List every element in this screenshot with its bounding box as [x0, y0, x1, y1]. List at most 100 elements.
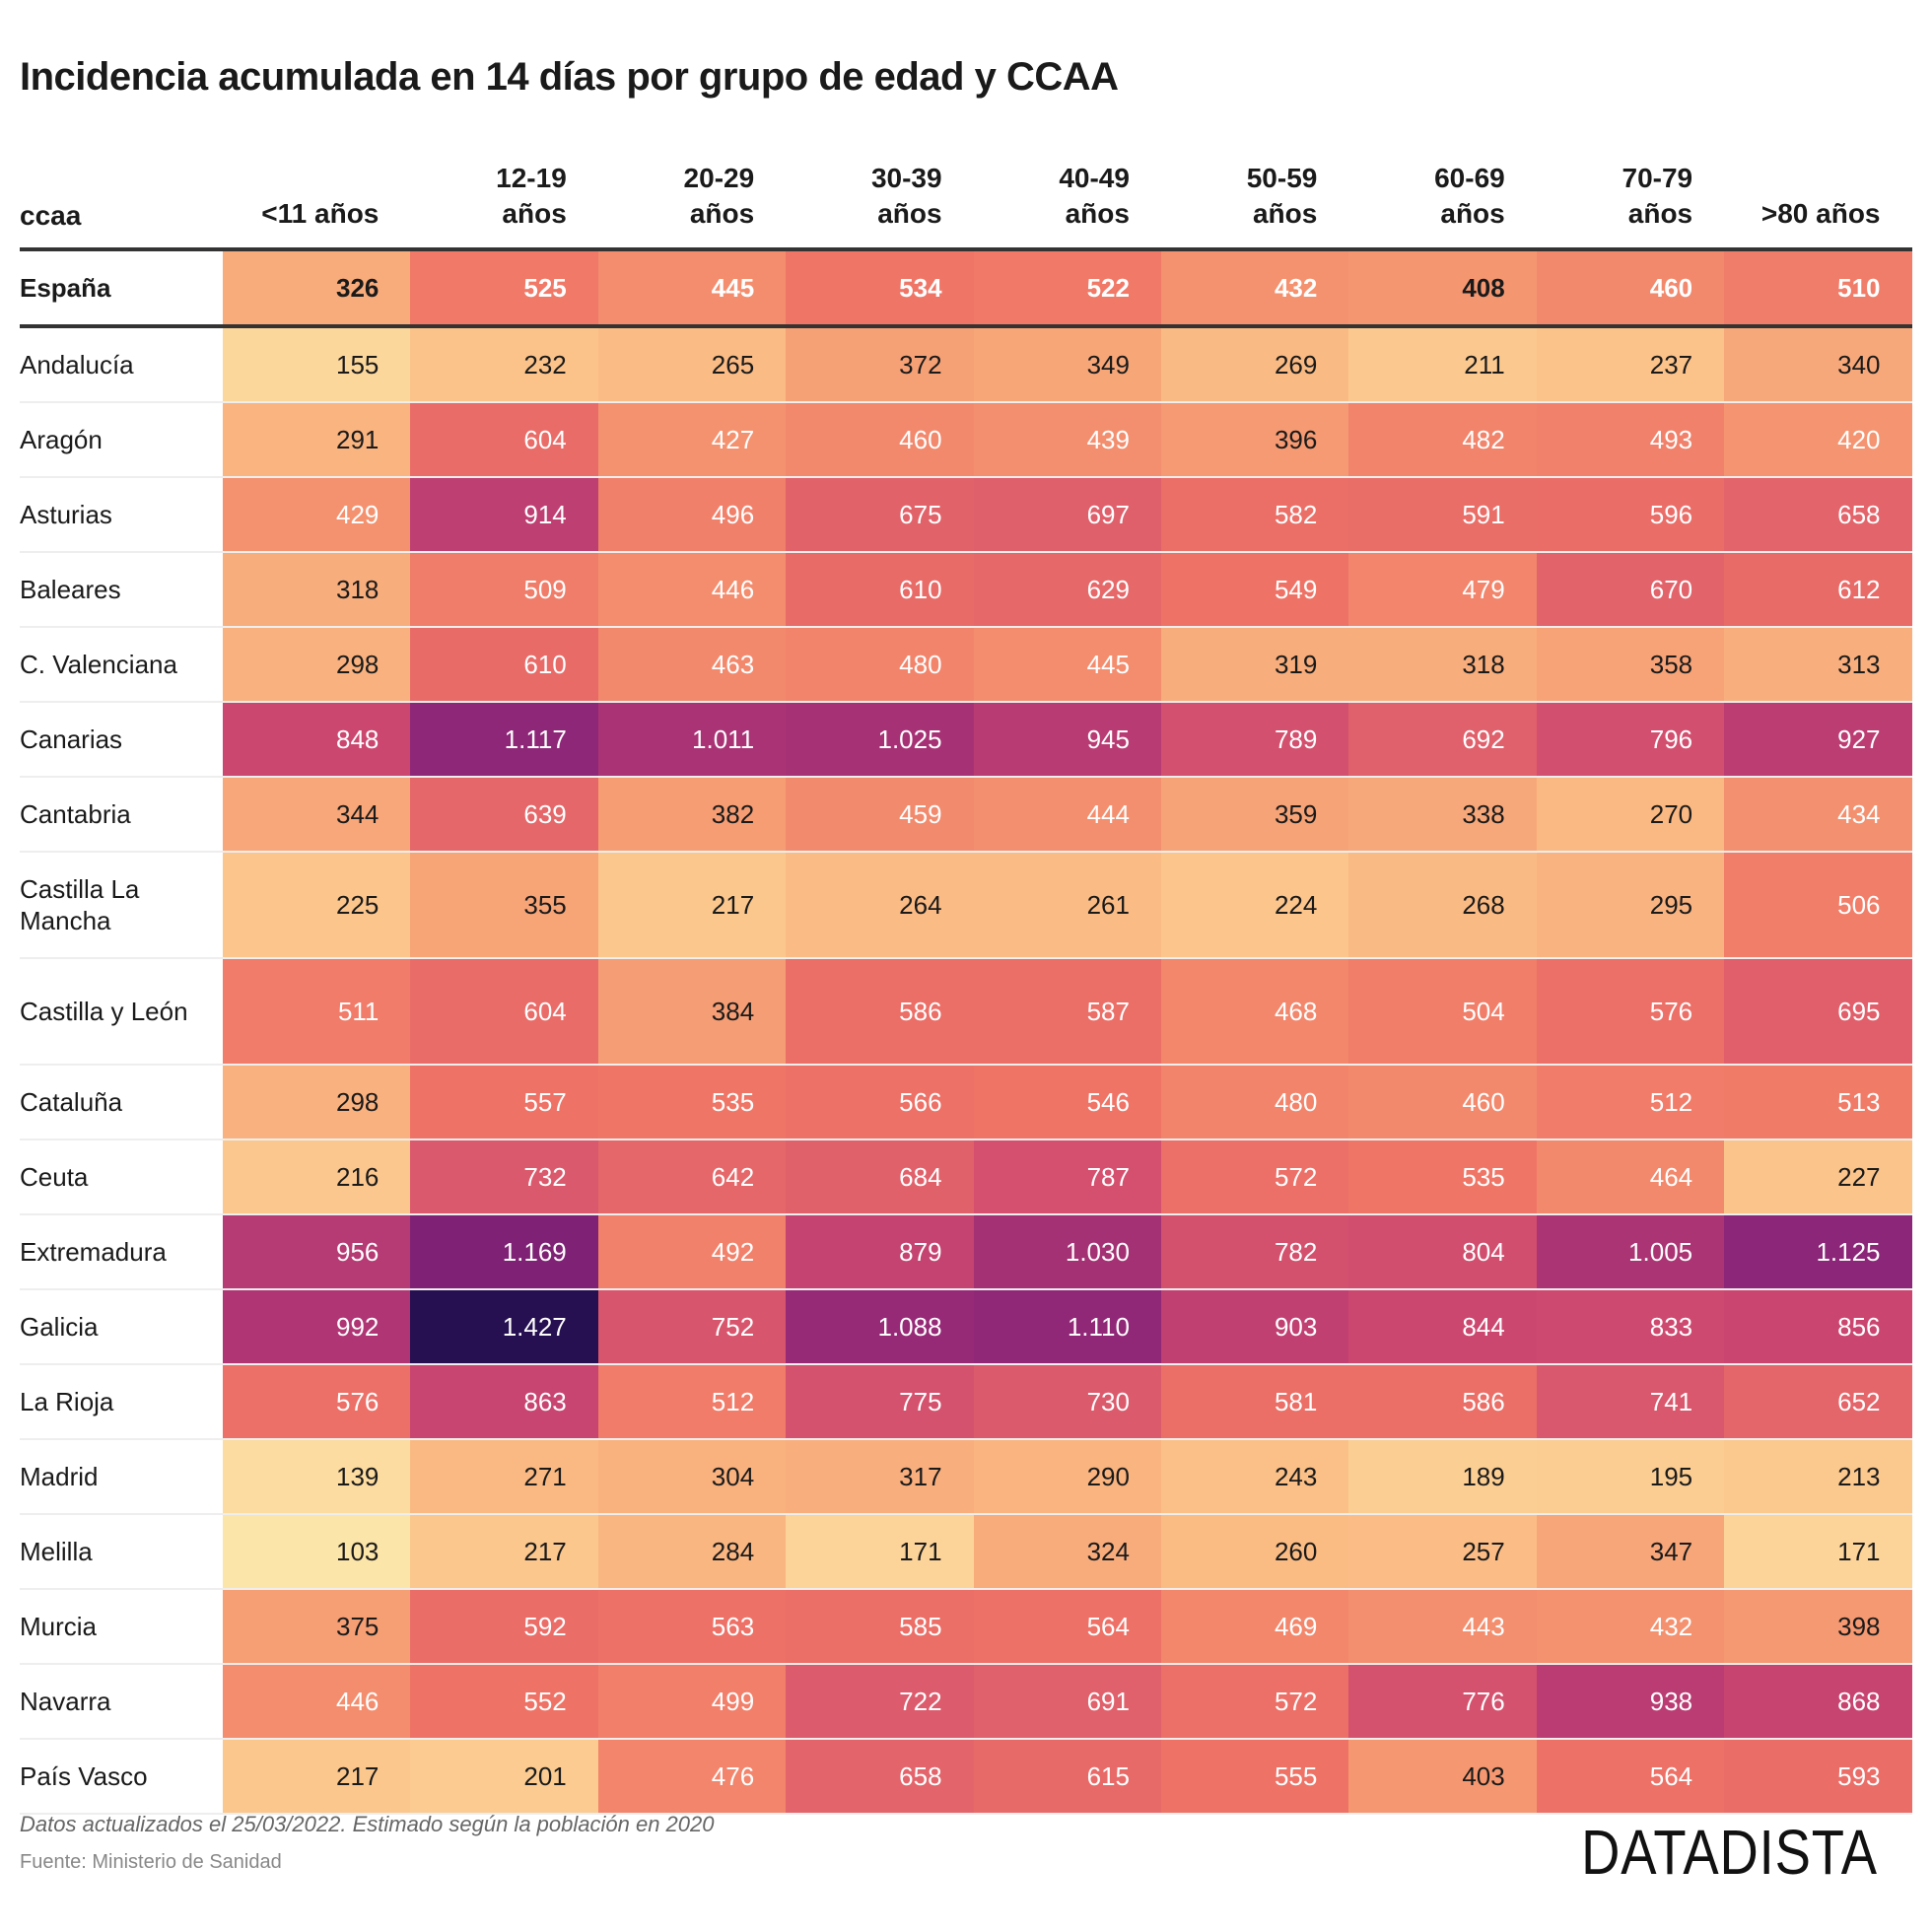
heatmap-cell: 225	[223, 853, 411, 957]
heatmap-cell: 217	[597, 853, 787, 957]
heatmap-cell: 868	[1724, 1665, 1912, 1738]
heatmap-cell: 642	[597, 1140, 787, 1213]
heatmap-cell: 318	[1348, 628, 1537, 701]
heatmap-cell: 499	[597, 1665, 787, 1738]
heatmap-cell: 593	[1724, 1740, 1912, 1813]
column-header-line: 12-19	[496, 163, 567, 193]
heatmap-cell: 927	[1724, 703, 1912, 776]
table-row: Castilla y León 511 604 384 586 587 468 504 576 6…	[20, 959, 1912, 1066]
column-header: 30-39 años	[786, 161, 973, 247]
row-header-label: ccaa	[20, 200, 82, 231]
column-header-line: años	[1065, 198, 1130, 229]
heatmap-cell: 776	[1348, 1665, 1537, 1738]
heatmap-cell: 432	[1160, 251, 1349, 324]
heatmap-cell: 658	[1724, 478, 1912, 551]
heatmap-cell: 459	[786, 778, 974, 851]
heatmap-cell: 372	[786, 328, 974, 401]
heatmap-cell: 914	[410, 478, 598, 551]
row-label: Madrid	[20, 1462, 99, 1491]
heatmap-cell: 349	[973, 328, 1161, 401]
heatmap-cell: 557	[410, 1066, 598, 1138]
heatmap-cell: 264	[786, 853, 974, 957]
heatmap-cell: 382	[597, 778, 787, 851]
heatmap-cell: 992	[223, 1290, 411, 1363]
column-header-line: años	[1627, 198, 1693, 229]
heatmap-cell: 722	[786, 1665, 974, 1738]
heatmap-cell: 652	[1724, 1365, 1912, 1438]
heatmap-cell: 684	[786, 1140, 974, 1213]
heatmap-cell: 445	[973, 628, 1161, 701]
heatmap-cell: 586	[1348, 1365, 1537, 1438]
chart-title: Incidencia acumulada en 14 días por grup…	[20, 55, 1119, 99]
heatmap-cell: 572	[1160, 1665, 1349, 1738]
heatmap-cell: 493	[1536, 403, 1725, 476]
table-row: Baleares 318 509 446 610 629 549 479 670 612	[20, 553, 1912, 628]
table-row: Galicia 992 1.427 752 1.088 1.110 903 844 833 856	[20, 1290, 1912, 1365]
column-header: 12-19 años	[410, 161, 597, 247]
heatmap-cell: 232	[410, 328, 598, 401]
heatmap-cell: 408	[1348, 251, 1537, 324]
heatmap-cell: 460	[786, 403, 974, 476]
heatmap-cell: 604	[410, 403, 598, 476]
row-label: Canarias	[20, 724, 123, 754]
heatmap-cell: 290	[973, 1440, 1161, 1513]
heatmap-cell: 213	[1724, 1440, 1912, 1513]
heatmap-cell: 576	[223, 1365, 411, 1438]
heatmap-cell: 304	[597, 1440, 787, 1513]
row-label: País Vasco	[20, 1761, 148, 1791]
heatmap-cell: 347	[1536, 1515, 1725, 1588]
heatmap-cell: 396	[1160, 403, 1349, 476]
heatmap-cell: 804	[1348, 1215, 1537, 1288]
heatmap-cell: 189	[1348, 1440, 1537, 1513]
heatmap-cell: 586	[786, 959, 974, 1064]
table-row: Madrid 139 271 304 317 290 243 189 195 213	[20, 1440, 1912, 1515]
heatmap-cell: 375	[223, 1590, 411, 1663]
heatmap-cell: 879	[786, 1215, 974, 1288]
heatmap-cell: 535	[597, 1066, 787, 1138]
column-header: 50-59 años	[1161, 161, 1348, 247]
heatmap-cell: 260	[1160, 1515, 1349, 1588]
heatmap-cell: 591	[1348, 478, 1537, 551]
heatmap-cell: 534	[786, 251, 974, 324]
heatmap-cell: 469	[1160, 1590, 1349, 1663]
heatmap-cell: 512	[597, 1365, 787, 1438]
heatmap-cell: 833	[1536, 1290, 1725, 1363]
heatmap-cell: 775	[786, 1365, 974, 1438]
heatmap-cell: 504	[1348, 959, 1537, 1064]
heatmap-cell: 403	[1348, 1740, 1537, 1813]
heatmap-cell: 269	[1160, 328, 1349, 401]
table-row: Cantabria 344 639 382 459 444 359 338 270 434	[20, 778, 1912, 853]
row-label: Andalucía	[20, 350, 134, 380]
heatmap-cell: 103	[223, 1515, 411, 1588]
heatmap-cell: 903	[1160, 1290, 1349, 1363]
heatmap-cell: 956	[223, 1215, 411, 1288]
heatmap-cell: 615	[973, 1740, 1161, 1813]
heatmap-cell: 1.025	[786, 703, 974, 776]
table-row: Melilla 103 217 284 171 324 260 257 347 171	[20, 1515, 1912, 1590]
heatmap-cell: 237	[1536, 328, 1725, 401]
row-label: Melilla	[20, 1537, 93, 1566]
heatmap-cell: 856	[1724, 1290, 1912, 1363]
heatmap-cell: 555	[1160, 1740, 1349, 1813]
heatmap-cell: 358	[1536, 628, 1725, 701]
row-label: España	[20, 273, 111, 303]
heatmap-cell: 787	[973, 1140, 1161, 1213]
table-row: Murcia 375 592 563 585 564 469 443 432 398	[20, 1590, 1912, 1665]
heatmap-cell: 338	[1348, 778, 1537, 851]
heatmap-cell: 427	[597, 403, 787, 476]
table-row: Extremadura 956 1.169 492 879 1.030 782 804 1.00…	[20, 1215, 1912, 1290]
heatmap-cell: 317	[786, 1440, 974, 1513]
heatmap-cell: 535	[1348, 1140, 1537, 1213]
heatmap-cell: 546	[973, 1066, 1161, 1138]
column-header-line: 40-49	[1059, 163, 1130, 193]
header-row: ccaa <11 años 12-19 años 20-29 años 30-39 años 4…	[20, 148, 1912, 251]
row-label: Navarra	[20, 1687, 111, 1716]
heatmap-cell: 464	[1536, 1140, 1725, 1213]
table-row: País Vasco 217 201 476 658 615 555 403 564 593	[20, 1740, 1912, 1815]
table-row: Canarias 848 1.117 1.011 1.025 945 789 692 796 92…	[20, 703, 1912, 778]
table-row: Ceuta 216 732 642 684 787 572 535 464 227	[20, 1140, 1912, 1215]
heatmap-cell: 139	[223, 1440, 411, 1513]
heatmap-cell: 563	[597, 1590, 787, 1663]
heatmap-cell: 460	[1348, 1066, 1537, 1138]
heatmap-cell: 522	[973, 251, 1161, 324]
